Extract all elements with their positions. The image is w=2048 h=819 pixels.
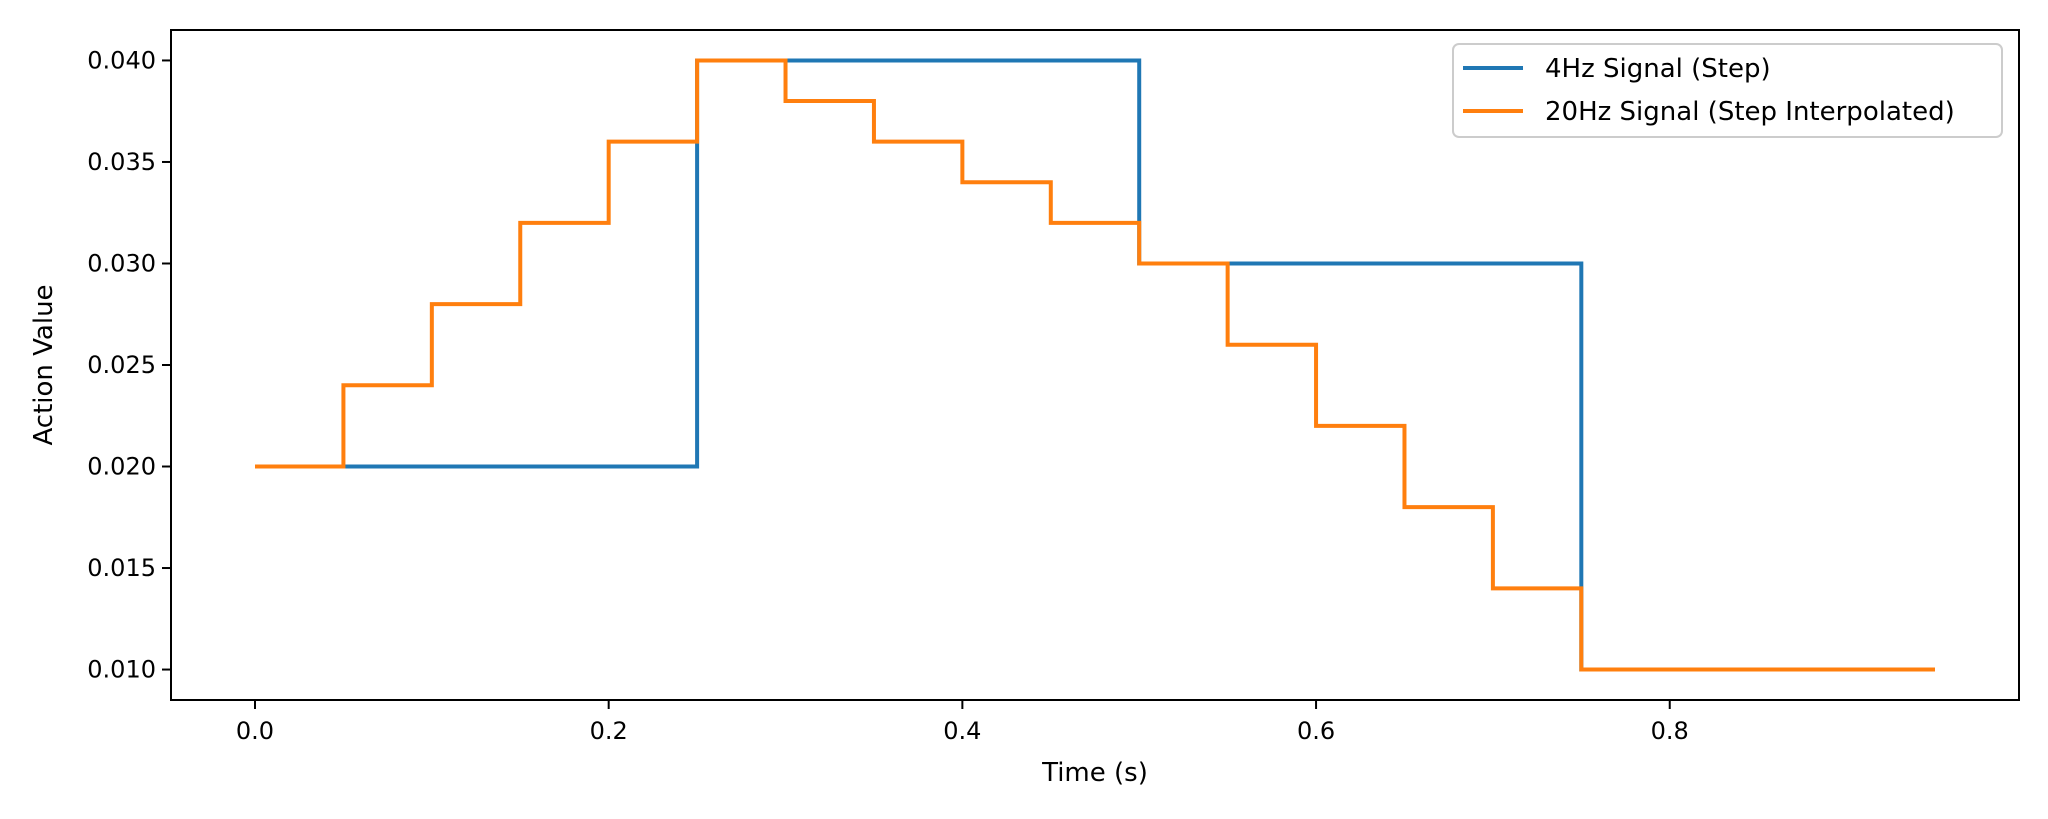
y-tick-label: 0.015	[87, 554, 156, 582]
legend-label-20hz: 20Hz Signal (Step Interpolated)	[1545, 97, 1955, 127]
x-axis-ticks: 0.0 0.2 0.4 0.6 0.8	[236, 700, 1689, 745]
y-tick-label: 0.010	[87, 656, 156, 684]
series-line-20hz	[255, 58, 1935, 672]
x-tick-label: 0.0	[236, 717, 274, 745]
legend: 4Hz Signal (Step) 20Hz Signal (Step Inte…	[1452, 43, 2003, 138]
x-tick-label: 0.4	[943, 717, 981, 745]
series-lines	[255, 58, 1935, 672]
y-axis-ticks: 0.010 0.015 0.020 0.025 0.030 0.035 0.040	[87, 46, 171, 684]
legend-box	[1452, 43, 2003, 138]
x-tick-label: 0.2	[590, 717, 628, 745]
y-tick-label: 0.020	[87, 453, 156, 481]
y-tick-label: 0.025	[87, 351, 156, 379]
series-line-4hz	[255, 58, 1935, 672]
y-axis-label: Action Value	[29, 284, 59, 445]
x-tick-label: 0.6	[1297, 717, 1335, 745]
legend-label-4hz: 4Hz Signal (Step)	[1545, 54, 1771, 84]
y-tick-label: 0.030	[87, 249, 156, 277]
y-tick-label: 0.040	[87, 46, 156, 74]
plot-frame	[170, 29, 2020, 701]
x-axis-label: Time (s)	[1041, 758, 1148, 788]
y-tick-label: 0.035	[87, 148, 156, 176]
x-tick-label: 0.8	[1651, 717, 1689, 745]
